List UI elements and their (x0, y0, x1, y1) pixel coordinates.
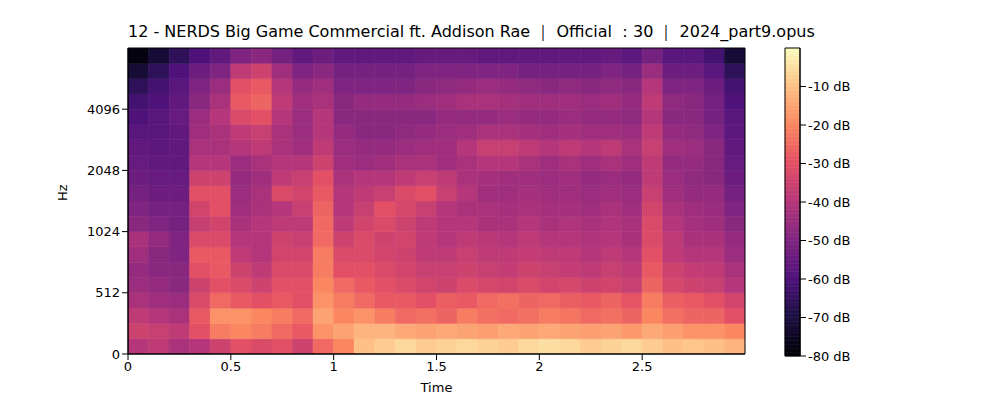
svg-text:1024: 1024 (87, 224, 120, 239)
svg-text:4096: 4096 (87, 102, 120, 117)
svg-text:512: 512 (95, 285, 120, 300)
svg-text:-80 dB: -80 dB (808, 349, 851, 364)
svg-text:-50 dB: -50 dB (808, 233, 851, 248)
svg-text:Hz: Hz (55, 184, 70, 201)
svg-text:2048: 2048 (87, 163, 120, 178)
svg-text:0: 0 (124, 359, 132, 374)
svg-text:1: 1 (330, 359, 338, 374)
svg-text:2: 2 (535, 359, 543, 374)
svg-text:-30 dB: -30 dB (808, 156, 851, 171)
svg-text:-40 dB: -40 dB (808, 195, 851, 210)
svg-text:1.5: 1.5 (426, 359, 447, 374)
svg-text:2.5: 2.5 (632, 359, 653, 374)
svg-text:Time: Time (420, 380, 453, 395)
svg-text:-10 dB: -10 dB (808, 79, 851, 94)
svg-text:0.5: 0.5 (220, 359, 241, 374)
svg-text:0: 0 (112, 347, 120, 362)
svg-text:-20 dB: -20 dB (808, 118, 851, 133)
svg-text:-60 dB: -60 dB (808, 272, 851, 287)
svg-text:-70 dB: -70 dB (808, 310, 851, 325)
html-text:12 - NERDS Big Game Commercial: 12 - NERDS Big Game Commercial ft. Addis… (128, 22, 815, 41)
